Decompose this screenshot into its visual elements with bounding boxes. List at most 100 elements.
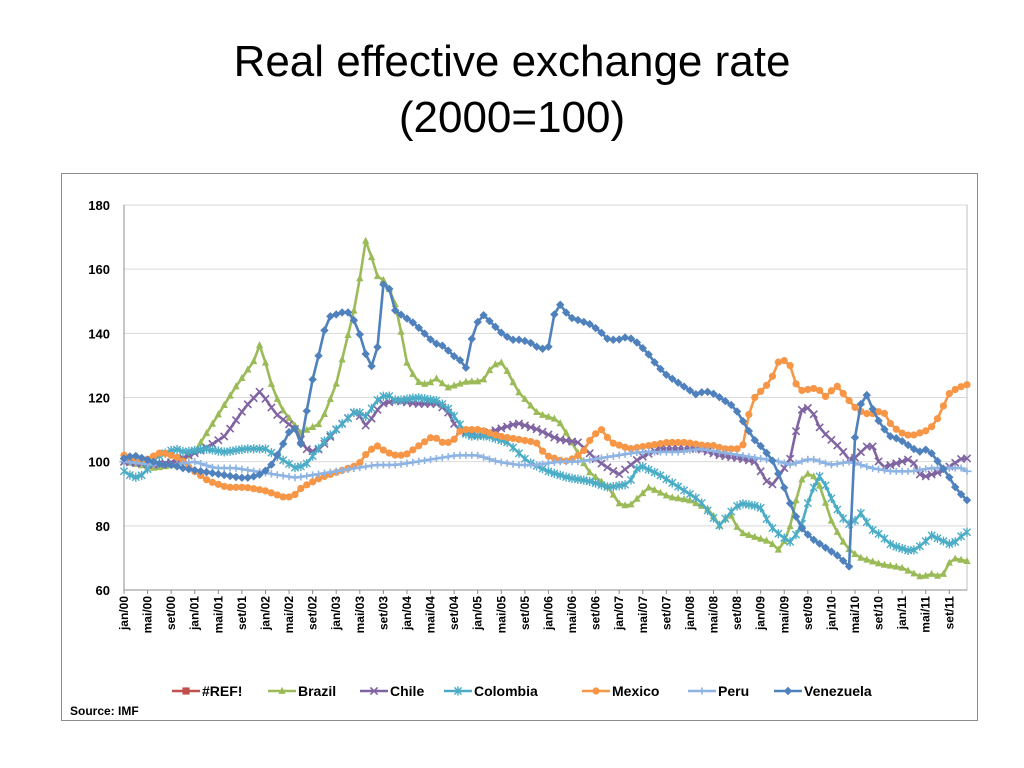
data-point [626, 449, 636, 457]
data-point [709, 442, 718, 450]
data-point [956, 490, 966, 499]
data-point [750, 454, 760, 462]
data-point [509, 434, 517, 443]
data-point [627, 500, 635, 508]
x-tick-label: jan/02 [258, 596, 272, 631]
data-point [892, 425, 900, 433]
data-point [668, 493, 676, 501]
data-point [833, 527, 841, 535]
data-point [903, 440, 913, 450]
data-point [356, 274, 364, 282]
data-point [201, 461, 212, 470]
data-point [621, 501, 629, 509]
data-point [261, 444, 270, 454]
legend-label: Mexico [612, 683, 659, 699]
data-point [267, 379, 275, 387]
legend-label: Colombia [474, 683, 538, 699]
data-point [774, 529, 783, 539]
data-point [886, 561, 894, 569]
data-point [444, 404, 453, 414]
data-point [473, 451, 483, 459]
data-point [726, 450, 736, 458]
data-point [791, 530, 801, 540]
data-point [592, 472, 600, 480]
data-point [957, 531, 966, 541]
x-tick-label: jan/11 [895, 596, 909, 631]
data-point [208, 419, 217, 427]
data-point [320, 409, 329, 417]
data-point [279, 493, 287, 501]
data-point [774, 358, 782, 366]
data-point [485, 429, 494, 437]
data-point [432, 434, 441, 442]
data-point [273, 410, 282, 420]
data-point [279, 415, 288, 424]
data-point [686, 439, 694, 447]
data-point [567, 313, 577, 323]
x-tick-label: mai/04 [424, 596, 438, 634]
data-point [804, 385, 812, 394]
data-point [527, 437, 535, 446]
data-point [591, 323, 600, 333]
data-point [815, 539, 824, 548]
data-point [214, 480, 222, 488]
x-tick-label: mai/00 [141, 596, 155, 634]
data-point [945, 389, 953, 398]
data-point [721, 396, 730, 406]
data-point [809, 410, 818, 419]
data-point [726, 400, 736, 410]
legend-item-mexico: Mexico [582, 683, 659, 699]
data-point [356, 459, 364, 467]
data-point [349, 407, 359, 418]
x-tick-label: mai/06 [565, 596, 579, 634]
data-point [450, 435, 458, 443]
data-point [314, 475, 323, 483]
data-point [284, 473, 294, 481]
data-point [703, 446, 713, 454]
data-point [833, 504, 842, 515]
y-axis: 60 80 100 120 140 160 180 [88, 198, 125, 598]
data-point [832, 460, 842, 468]
data-point [462, 377, 470, 385]
data-point [415, 377, 423, 385]
data-point [503, 433, 511, 442]
data-point [379, 280, 388, 289]
data-point [573, 315, 583, 325]
data-point [839, 556, 848, 565]
data-point [462, 425, 470, 434]
data-point [739, 529, 747, 537]
data-point [962, 495, 972, 505]
data-point [703, 387, 712, 397]
data-point [273, 450, 282, 460]
data-point [538, 410, 547, 418]
data-point [343, 465, 353, 473]
data-point [603, 463, 612, 472]
data-point [768, 480, 777, 489]
data-point [603, 433, 611, 441]
data-point [302, 472, 312, 480]
data-point [851, 549, 859, 557]
data-point [674, 482, 683, 492]
data-point [296, 461, 305, 472]
data-point [225, 471, 235, 481]
data-point [909, 459, 919, 468]
data-point [367, 361, 376, 371]
data-point [951, 458, 960, 467]
data-point [833, 551, 842, 560]
data-point [527, 401, 535, 409]
data-point [609, 466, 618, 476]
data-point [892, 542, 901, 552]
data-point [820, 459, 831, 467]
data-point [597, 426, 606, 434]
data-point [744, 426, 754, 436]
data-point [909, 545, 919, 555]
data-point [119, 466, 129, 476]
data-point [922, 571, 930, 579]
data-point [633, 444, 641, 452]
data-point [838, 459, 848, 467]
data-point [562, 428, 570, 436]
data-point [349, 464, 359, 473]
data-point [816, 481, 824, 489]
data-point [521, 394, 529, 402]
data-point [620, 465, 630, 474]
